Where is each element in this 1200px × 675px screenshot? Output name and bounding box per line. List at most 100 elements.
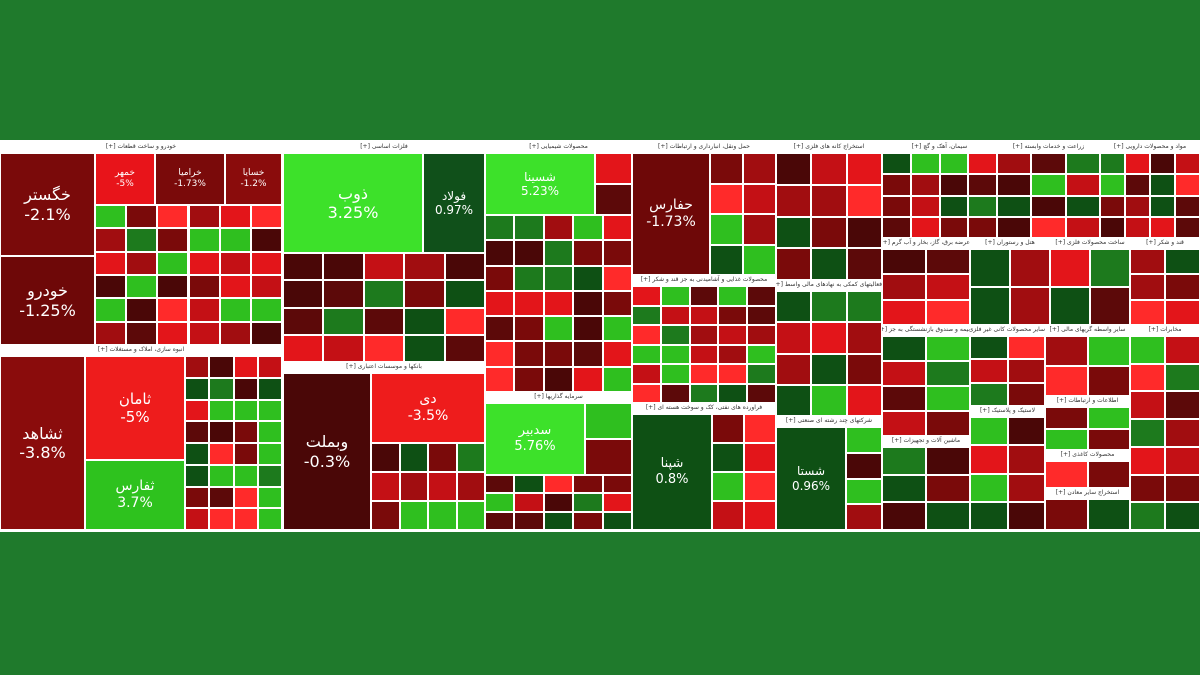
small-tile (1087, 428, 1130, 450)
small-tile (1130, 299, 1165, 325)
small-tile (1130, 419, 1165, 447)
small-tile (968, 216, 997, 238)
small-tile (250, 228, 282, 252)
sector-header: قند و شکر [+] (1130, 238, 1200, 249)
small-tile (1087, 366, 1130, 396)
small-tile (718, 286, 748, 306)
sector-header: محصولات غذایی و آشامیدنی به جز قند و شکر… (632, 275, 776, 286)
stock-tile: خگستر -2.1% (0, 153, 95, 256)
small-tile (485, 341, 515, 367)
small-tile (514, 493, 544, 512)
small-tile (689, 305, 719, 325)
small-tile (882, 153, 911, 175)
small-tile (126, 275, 158, 299)
small-tile (514, 511, 544, 530)
small-tile (1045, 407, 1088, 429)
small-tile (1130, 249, 1165, 275)
sector-header: مواد و محصولات دارویی [+] (1100, 142, 1200, 153)
small-tile (126, 228, 158, 252)
sector-header: فراورده های نفتی، کک و سوخت هسته ای [+] (632, 403, 776, 414)
small-tile (1125, 195, 1150, 217)
small-tile (968, 174, 997, 196)
small-tile (1100, 153, 1125, 175)
small-tile (126, 205, 158, 229)
small-tile (157, 228, 189, 252)
small-tile (485, 493, 515, 512)
small-tile (188, 321, 220, 345)
small-tile (185, 356, 210, 378)
small-tile (1031, 174, 1066, 196)
small-tile (428, 501, 457, 530)
tile-symbol: ذوب (338, 183, 368, 203)
small-tile (371, 472, 400, 501)
small-tile (185, 399, 210, 422)
small-tile (157, 298, 189, 322)
small-tile (95, 251, 127, 275)
small-tile (1045, 499, 1088, 530)
small-tile (632, 364, 661, 384)
small-tile (997, 195, 1032, 217)
small-tile (882, 411, 926, 436)
small-tile (188, 275, 220, 299)
tile-change: -1.25% (19, 300, 76, 320)
small-tile (95, 275, 127, 299)
small-tile (399, 472, 428, 501)
small-tile (185, 464, 210, 487)
small-tile (185, 443, 210, 465)
small-tile (970, 336, 1008, 360)
small-tile (939, 153, 969, 175)
small-tile (632, 325, 661, 345)
small-tile (1045, 336, 1088, 366)
small-tile (1175, 195, 1200, 217)
small-tile (602, 366, 632, 392)
small-tile (514, 316, 544, 342)
small-tile (846, 153, 882, 185)
small-tile (811, 384, 847, 416)
tile-symbol: سدبیر (518, 423, 552, 439)
small-tile (910, 153, 940, 175)
small-tile (660, 383, 690, 403)
small-tile (910, 216, 940, 238)
small-tile (573, 316, 603, 342)
small-tile (257, 486, 282, 509)
small-tile (543, 240, 574, 266)
small-tile (1165, 336, 1200, 364)
small-tile (846, 504, 882, 530)
tile-symbol: حفارس (649, 197, 693, 214)
small-tile (712, 414, 744, 443)
sector-header: فعالیتهای کمکی به نهادهای مالی واسط [+] (776, 280, 882, 291)
tile-symbol: فولاد (441, 188, 467, 203)
small-tile (846, 384, 882, 416)
small-tile (602, 290, 632, 317)
small-tile (970, 473, 1008, 502)
small-tile (250, 321, 282, 345)
small-tile (1165, 249, 1200, 275)
small-tile (718, 344, 748, 364)
small-tile (573, 265, 603, 291)
small-tile (926, 411, 970, 436)
stock-tile: خمهر -5% (95, 153, 155, 205)
small-tile (970, 382, 1008, 406)
small-tile (95, 205, 127, 229)
small-tile (95, 228, 127, 252)
small-tile (1165, 474, 1200, 503)
sector-header: خودرو و ساخت قطعات [+] (0, 142, 282, 153)
small-tile (718, 364, 748, 384)
small-tile (543, 265, 574, 291)
small-tile (233, 508, 258, 530)
small-tile (485, 316, 515, 342)
small-tile (1130, 274, 1165, 300)
small-tile (747, 383, 776, 403)
small-tile (882, 336, 926, 361)
small-tile (1065, 174, 1100, 196)
small-tile (811, 248, 847, 280)
small-tile (399, 501, 428, 530)
small-tile (997, 216, 1032, 238)
sector-header: سایر محصولات کانی غیر فلزی [+] (970, 325, 1045, 336)
small-tile (602, 215, 632, 241)
stock-tile: ثفارس 3.7% (85, 460, 185, 530)
small-tile (283, 334, 324, 362)
sector-header: سرمایه گذاریها [+] (485, 392, 632, 403)
small-tile (543, 215, 574, 241)
